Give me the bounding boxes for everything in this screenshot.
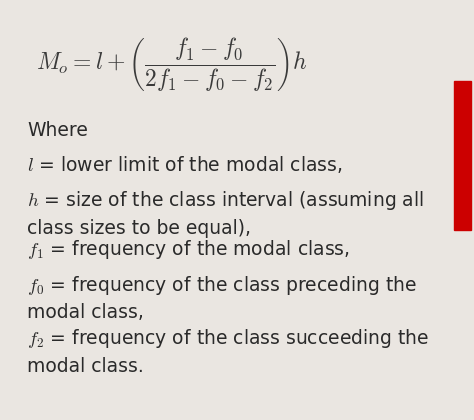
Text: $h$ = size of the class interval (assuming all
class sizes to be equal),: $h$ = size of the class interval (assumi… (27, 189, 424, 238)
Text: $f_2$ = frequency of the class succeeding the
modal class.: $f_2$ = frequency of the class succeedin… (27, 327, 429, 375)
Text: Where: Where (27, 121, 88, 140)
Text: $l$ = lower limit of the modal class,: $l$ = lower limit of the modal class, (27, 154, 343, 175)
Text: $M_o = l + \left(\dfrac{f_1 - f_0}{2f_1 - f_0 - f_2}\right)h$: $M_o = l + \left(\dfrac{f_1 - f_0}{2f_1 … (36, 37, 307, 94)
Text: $f_0$ = frequency of the class preceding the
modal class,: $f_0$ = frequency of the class preceding… (27, 274, 417, 323)
Text: $f_1$ = frequency of the modal class,: $f_1$ = frequency of the modal class, (27, 238, 350, 261)
